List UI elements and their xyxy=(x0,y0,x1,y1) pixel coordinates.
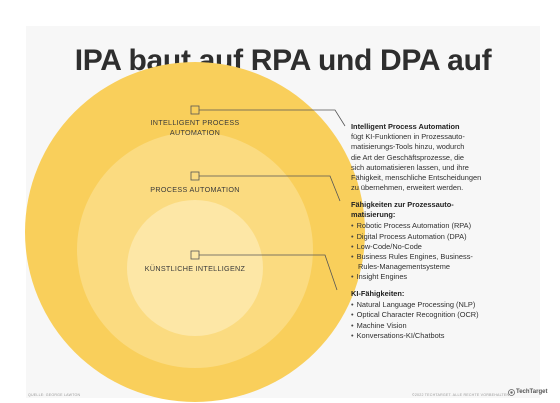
ipa-line: fügt KI-Funktionen in Prozessauto- xyxy=(351,132,465,142)
techtarget-logo-icon xyxy=(508,389,515,396)
ipa-line: zu übernehmen, erweitert werden. xyxy=(351,183,464,193)
ipa-line: sich automatisieren lassen, und ihre xyxy=(351,162,469,172)
copyright-note: ©2022 TECHTARGET. ALLE RECHTE VORBEHALTE… xyxy=(412,393,510,397)
list-item: Optical Character Recognition (OCR) xyxy=(351,310,536,320)
list-item-continuation: Rules-Managementsysteme xyxy=(358,262,451,272)
ipa-label-line2: AUTOMATION xyxy=(169,128,221,137)
list-item: Business Rules Engines, Business- xyxy=(351,252,536,262)
pa-list: Robotic Process Automation (RPA) Digital… xyxy=(351,221,536,282)
connector-lines xyxy=(190,105,346,291)
ki-circle xyxy=(127,200,263,336)
techtarget-logo: TechTarget xyxy=(516,389,548,395)
ipa-label-line1: INTELLIGENT PROCESS xyxy=(150,118,240,127)
ki-description-head: KI-Fähigkeiten: xyxy=(351,289,405,298)
list-item: Low-Code/No-Code xyxy=(351,242,536,252)
ki-list: Natural Language Processing (NLP) Optica… xyxy=(351,300,536,341)
pa-connector xyxy=(199,175,341,202)
list-item: Robotic Process Automation (RPA) xyxy=(351,221,536,231)
ipa-connector xyxy=(199,109,346,127)
list-item: Insight Engines xyxy=(351,272,536,282)
ipa-description: Intelligent Process Automation fügt KI-F… xyxy=(351,122,536,193)
ipa-line: matisierungs-Tools hinzu, wodurch xyxy=(351,142,465,152)
pa-circle-label: PROCESS AUTOMATION xyxy=(150,185,240,194)
source-note: QUELLE: GEORGE LAWTON xyxy=(28,393,81,397)
list-item: Konversations-KI/Chatbots xyxy=(351,331,536,341)
ki-connector xyxy=(199,254,338,291)
list-item: Natural Language Processing (NLP) xyxy=(351,300,536,310)
ipa-line: die Art der Geschäftsprozesse, die xyxy=(351,152,464,162)
pa-description-head-line1: Fähigkeiten zur Prozessauto- xyxy=(351,200,454,209)
pa-description-head-line2: matisierung: xyxy=(351,210,396,220)
pa-description: Fähigkeiten zur Prozessauto- matisierung… xyxy=(351,200,536,283)
ipa-circle-label: INTELLIGENT PROCESS AUTOMATION xyxy=(135,118,255,138)
ipa-description-head: Intelligent Process Automation xyxy=(351,122,460,131)
list-item: Machine Vision xyxy=(351,321,536,331)
ki-circle-label: KÜNSTLICHE INTELLIGENZ xyxy=(144,264,246,273)
list-item: Digital Process Automation (DPA) xyxy=(351,232,536,242)
ki-description: KI-Fähigkeiten: Natural Language Process… xyxy=(351,289,536,341)
ipa-line: Fähigkeit, menschliche Entscheidungen xyxy=(351,173,482,183)
